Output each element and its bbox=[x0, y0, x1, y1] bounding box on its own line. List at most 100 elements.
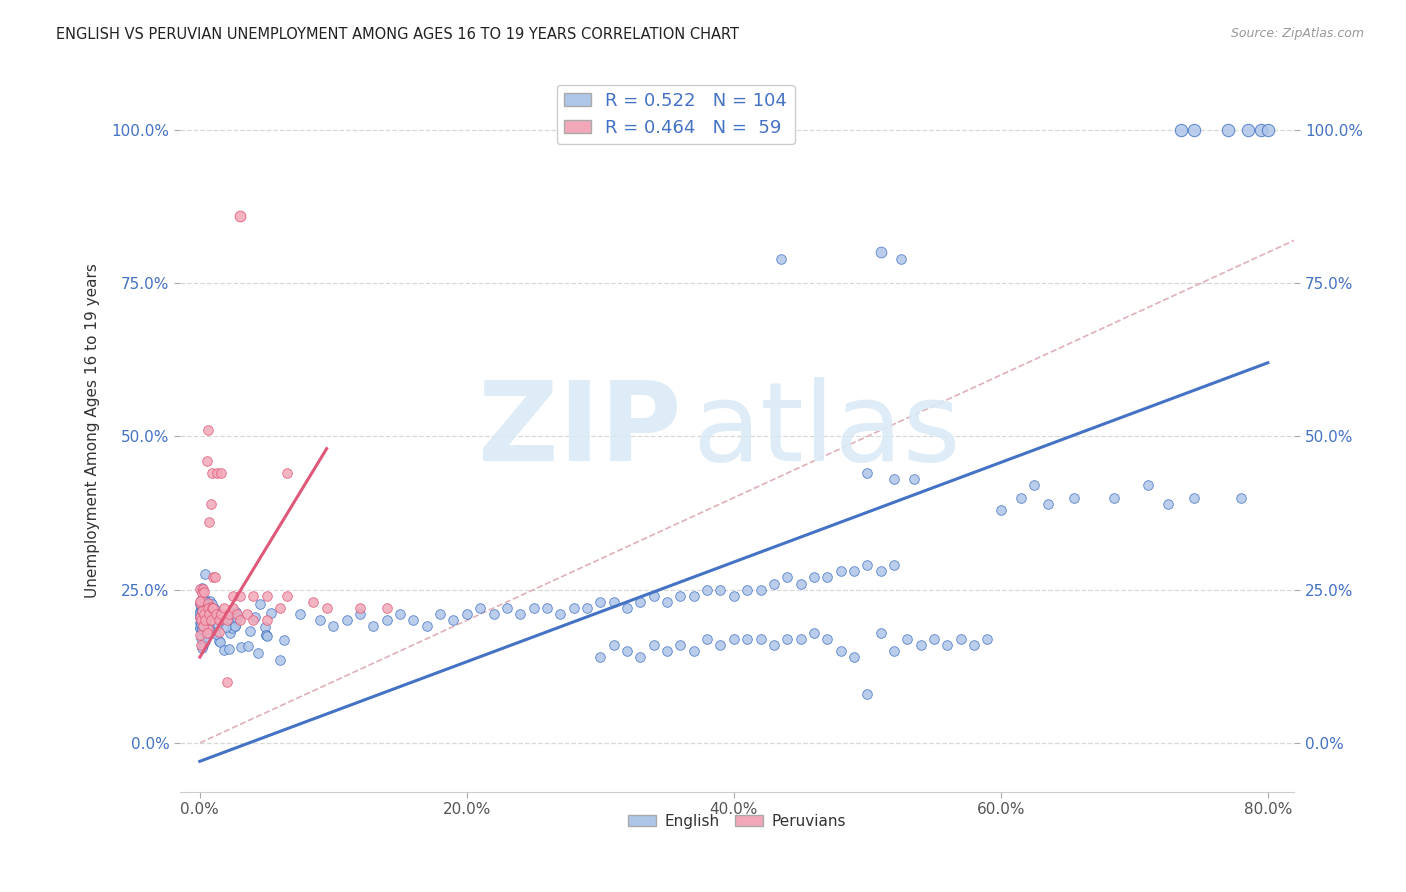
Point bbox=[200, 497, 222, 511]
Point bbox=[191, 595, 214, 609]
Point bbox=[830, 564, 852, 578]
Point bbox=[188, 597, 211, 611]
Point bbox=[496, 601, 519, 615]
Point bbox=[789, 576, 811, 591]
Point bbox=[209, 607, 232, 622]
Point bbox=[315, 601, 337, 615]
Point bbox=[190, 604, 212, 618]
Point bbox=[188, 608, 211, 623]
Point bbox=[735, 632, 758, 646]
Point bbox=[1102, 491, 1125, 505]
Point bbox=[200, 600, 222, 615]
Point bbox=[204, 602, 226, 616]
Point bbox=[190, 615, 212, 629]
Point bbox=[229, 589, 252, 603]
Point bbox=[194, 603, 217, 617]
Point bbox=[190, 609, 212, 624]
Point bbox=[190, 613, 212, 627]
Point bbox=[222, 589, 245, 603]
Point bbox=[709, 582, 731, 597]
Point bbox=[249, 597, 271, 611]
Point bbox=[194, 611, 217, 625]
Point bbox=[190, 604, 212, 618]
Point bbox=[922, 632, 945, 646]
Point bbox=[194, 622, 217, 636]
Point bbox=[205, 466, 228, 480]
Point bbox=[273, 632, 295, 647]
Point bbox=[197, 596, 219, 610]
Point bbox=[191, 591, 214, 606]
Point bbox=[191, 622, 214, 636]
Point bbox=[226, 607, 249, 622]
Point bbox=[375, 601, 398, 615]
Point bbox=[224, 619, 246, 633]
Point bbox=[191, 612, 214, 626]
Point bbox=[762, 576, 785, 591]
Point bbox=[200, 603, 222, 617]
Point bbox=[990, 503, 1012, 517]
Point bbox=[616, 601, 638, 615]
Point bbox=[269, 601, 291, 615]
Point bbox=[655, 644, 678, 658]
Point bbox=[589, 595, 612, 609]
Point bbox=[260, 606, 283, 620]
Point bbox=[247, 647, 270, 661]
Point bbox=[190, 623, 212, 637]
Point bbox=[208, 613, 231, 627]
Point bbox=[254, 628, 277, 642]
Point bbox=[198, 625, 221, 640]
Point bbox=[198, 515, 221, 529]
Point bbox=[207, 617, 229, 632]
Point bbox=[215, 613, 238, 627]
Point bbox=[949, 632, 972, 646]
Point bbox=[191, 604, 214, 618]
Point bbox=[269, 653, 291, 667]
Point bbox=[190, 631, 212, 645]
Point bbox=[229, 209, 252, 223]
Point bbox=[188, 621, 211, 635]
Point bbox=[188, 609, 211, 624]
Point bbox=[188, 621, 211, 635]
Point bbox=[193, 638, 215, 652]
Point bbox=[218, 641, 240, 656]
Point bbox=[235, 607, 257, 622]
Point bbox=[869, 245, 891, 260]
Point bbox=[204, 627, 226, 641]
Point bbox=[482, 607, 505, 622]
Point bbox=[1257, 123, 1279, 137]
Point bbox=[207, 613, 229, 627]
Point bbox=[197, 623, 219, 637]
Point bbox=[209, 466, 232, 480]
Point bbox=[209, 635, 232, 649]
Point bbox=[803, 570, 825, 584]
Point bbox=[190, 606, 212, 620]
Point bbox=[509, 607, 531, 622]
Point bbox=[195, 625, 218, 640]
Point bbox=[470, 601, 492, 615]
Point bbox=[375, 613, 398, 627]
Point bbox=[349, 601, 371, 615]
Point bbox=[309, 613, 332, 627]
Point bbox=[1236, 123, 1258, 137]
Point bbox=[225, 608, 247, 623]
Point bbox=[522, 601, 544, 615]
Point bbox=[201, 601, 224, 615]
Point bbox=[1024, 478, 1046, 492]
Point bbox=[696, 632, 718, 646]
Point bbox=[616, 644, 638, 658]
Point bbox=[302, 595, 325, 609]
Point bbox=[1230, 491, 1253, 505]
Point bbox=[655, 595, 678, 609]
Point bbox=[896, 632, 918, 646]
Text: Source: ZipAtlas.com: Source: ZipAtlas.com bbox=[1230, 27, 1364, 40]
Point bbox=[191, 637, 214, 651]
Point bbox=[195, 614, 218, 628]
Point bbox=[198, 622, 221, 636]
Point bbox=[723, 589, 745, 603]
Point bbox=[628, 650, 651, 665]
Point bbox=[188, 606, 211, 620]
Point bbox=[789, 632, 811, 646]
Point bbox=[443, 613, 465, 627]
Point bbox=[198, 607, 221, 622]
Point bbox=[1136, 478, 1159, 492]
